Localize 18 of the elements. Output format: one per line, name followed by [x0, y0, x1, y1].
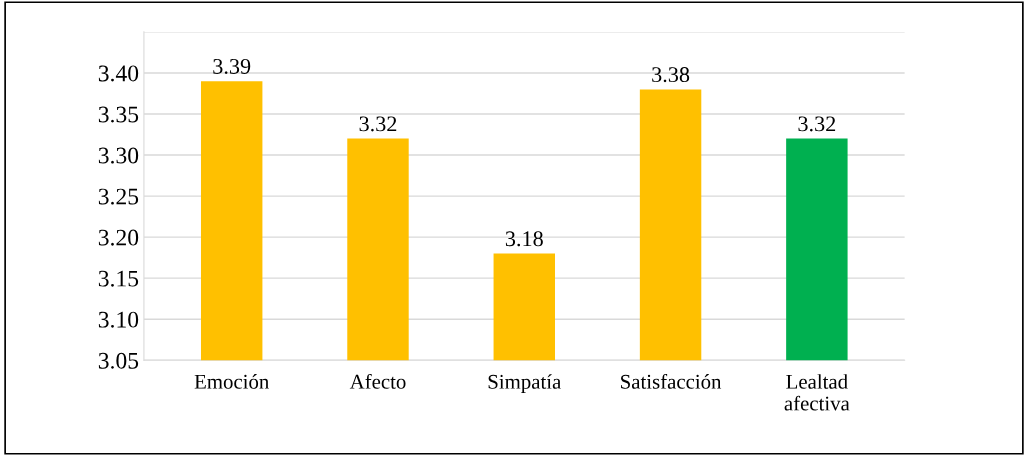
- y-tick-label: 3.40: [98, 65, 139, 82]
- x-tick-label: Simpatía: [488, 374, 562, 394]
- y-tick-label: 3.15: [98, 270, 139, 287]
- x-tick-label: Afecto: [349, 373, 406, 389]
- x-tick-label: Satisfacción: [621, 373, 722, 389]
- x-tick-label: Lealtad afectiva: [784, 374, 850, 411]
- y-tick-label: 3.20: [98, 229, 139, 246]
- y-tick-label: 3.25: [98, 188, 139, 205]
- data-label: 3.38: [652, 67, 690, 83]
- x-tick-label: Emoción: [194, 374, 269, 389]
- y-tick-label: 3.05: [98, 352, 139, 369]
- y-tick-label: 3.30: [98, 147, 139, 164]
- data-label: 3.39: [213, 58, 251, 74]
- y-tick-label: 3.35: [98, 106, 139, 123]
- y-tick-label: 3.10: [98, 311, 139, 328]
- data-label: 3.18: [505, 231, 543, 247]
- data-label: 3.32: [359, 116, 397, 132]
- data-label: 3.32: [798, 116, 836, 132]
